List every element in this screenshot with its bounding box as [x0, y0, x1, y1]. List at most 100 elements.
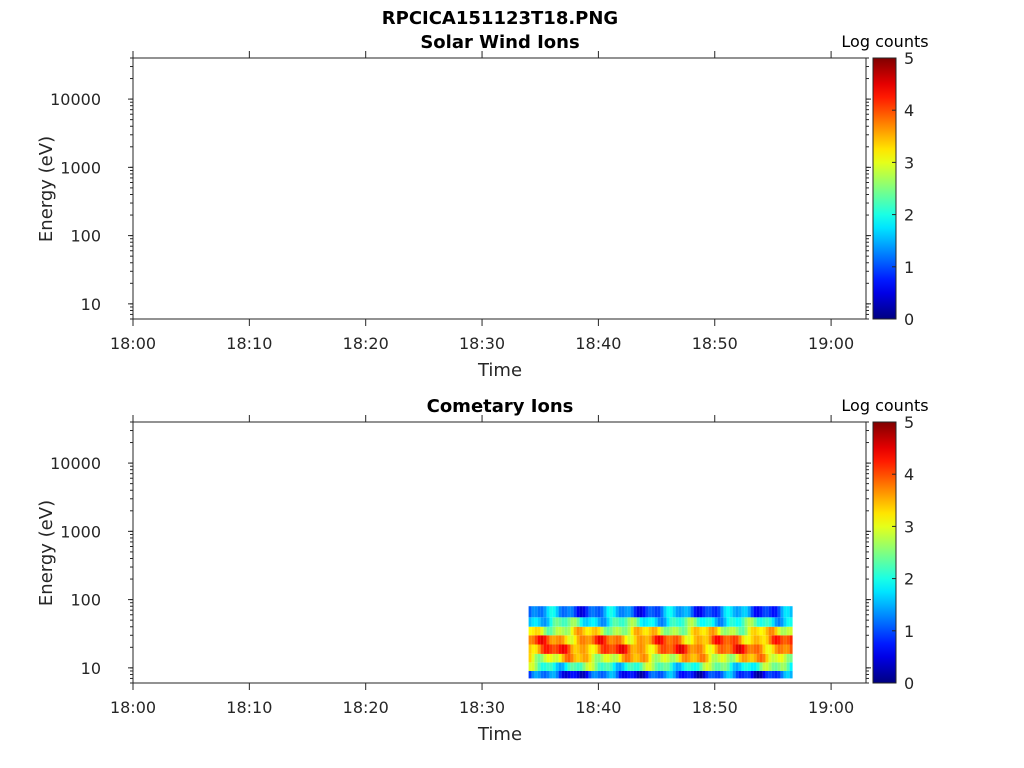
heatmap-cell — [753, 644, 757, 654]
heatmap-cell — [639, 617, 643, 627]
heatmap-cell — [777, 653, 781, 663]
heatmap-cell — [609, 606, 613, 618]
colorbar-title: Log counts — [841, 396, 928, 415]
heatmap-cell — [774, 626, 778, 636]
heatmap-cell — [747, 635, 751, 645]
heatmap-cell — [573, 626, 577, 636]
heatmap-cell — [639, 653, 643, 663]
heatmap-cell — [528, 671, 532, 679]
heatmap-cell — [780, 644, 784, 654]
heatmap-cell — [657, 635, 661, 645]
heatmap-cell — [549, 617, 553, 627]
heatmap-cell — [549, 653, 553, 663]
heatmap-cell — [621, 644, 625, 654]
heatmap-cell — [744, 606, 748, 618]
heatmap-cell — [561, 644, 565, 654]
heatmap-cell — [729, 662, 733, 671]
heatmap-cell — [588, 617, 592, 627]
heatmap-cell — [585, 653, 589, 663]
heatmap-cell — [585, 644, 589, 654]
panel-cometary-ions: Cometary Ions 18:00 18:10 18:20 18:30 18:40 1… — [36, 396, 929, 745]
heatmap-cell — [741, 671, 745, 679]
panel-title: Solar Wind Ions — [420, 32, 579, 53]
heatmap-cell — [591, 662, 595, 671]
heatmap-cell — [666, 606, 670, 618]
heatmap-cell — [570, 653, 574, 663]
y-tick-label: 10 — [81, 295, 101, 314]
colorbar-tick-label: 3 — [904, 153, 914, 172]
heatmap-cell — [750, 644, 754, 654]
heatmap-cell — [534, 635, 538, 645]
heatmap-cell — [708, 662, 712, 671]
heatmap-cell — [696, 635, 700, 645]
heatmap-cell — [597, 617, 601, 627]
heatmap-cell — [765, 653, 769, 663]
heatmap-cell — [618, 644, 622, 654]
heatmap-cell — [648, 617, 652, 627]
heatmap-cell — [747, 671, 751, 679]
heatmap-cell — [651, 606, 655, 618]
heatmap-cell — [618, 662, 622, 671]
heatmap-cell — [579, 644, 583, 654]
heatmap-cell — [636, 635, 640, 645]
heatmap-cell — [612, 606, 616, 618]
heatmap-cell — [627, 617, 631, 627]
heatmap-cell — [744, 644, 748, 654]
heatmap-cell — [639, 662, 643, 671]
heatmap-cell — [555, 671, 559, 679]
heatmap-cell — [624, 617, 628, 627]
x-tick-label: 18:20 — [343, 698, 389, 717]
heatmap-cell — [600, 617, 604, 627]
colorbar-tick-label: 0 — [904, 310, 914, 329]
heatmap-cell — [726, 635, 730, 645]
heatmap-cell — [552, 626, 556, 636]
heatmap-cell — [657, 644, 661, 654]
heatmap-cell — [714, 671, 718, 679]
heatmap-cell — [753, 617, 757, 627]
heatmap-cell — [726, 653, 730, 663]
heatmap-cell — [744, 626, 748, 636]
heatmap-cell — [693, 626, 697, 636]
x-tick-label: 18:10 — [226, 698, 272, 717]
heatmap-cell — [663, 635, 667, 645]
heatmap-cell — [579, 617, 583, 627]
x-tick-label: 18:40 — [575, 698, 621, 717]
x-tick-label: 18:20 — [343, 334, 389, 353]
heatmap-cell — [633, 617, 637, 627]
heatmap-cell — [561, 626, 565, 636]
heatmap-cell — [726, 617, 730, 627]
heatmap-cell — [615, 617, 619, 627]
heatmap-cell — [738, 606, 742, 618]
heatmap-cell — [546, 635, 550, 645]
heatmap-cell — [678, 635, 682, 645]
heatmap-cell — [534, 617, 538, 627]
colorbar-tick-label: 3 — [904, 517, 914, 536]
heatmap-cell — [693, 644, 697, 654]
heatmap-cell — [759, 644, 763, 654]
heatmap-cell — [651, 626, 655, 636]
heatmap-cell — [612, 617, 616, 627]
heatmap-cell — [636, 617, 640, 627]
heatmap-cell — [666, 662, 670, 671]
heatmap-cell — [585, 635, 589, 645]
heatmap-cell — [570, 644, 574, 654]
heatmap-cell — [732, 617, 736, 627]
heatmap-cell — [735, 653, 739, 663]
heatmap-cell — [768, 606, 772, 618]
heatmap-cell — [669, 644, 673, 654]
heatmap-cell — [663, 606, 667, 618]
heatmap-cell — [681, 671, 685, 679]
heatmap-cell — [582, 626, 586, 636]
y-tick-label: 1000 — [60, 158, 101, 177]
heatmap-cell — [606, 653, 610, 663]
axes-box — [132, 421, 867, 684]
heatmap-cell — [657, 606, 661, 618]
heatmap-cell — [576, 644, 580, 654]
heatmap-cell — [681, 662, 685, 671]
heatmap-cell — [531, 653, 535, 663]
heatmap-cell — [747, 644, 751, 654]
heatmap-cell — [624, 635, 628, 645]
heatmap-cell — [615, 626, 619, 636]
heatmap-cell — [702, 662, 706, 671]
heatmap-cell — [648, 671, 652, 679]
